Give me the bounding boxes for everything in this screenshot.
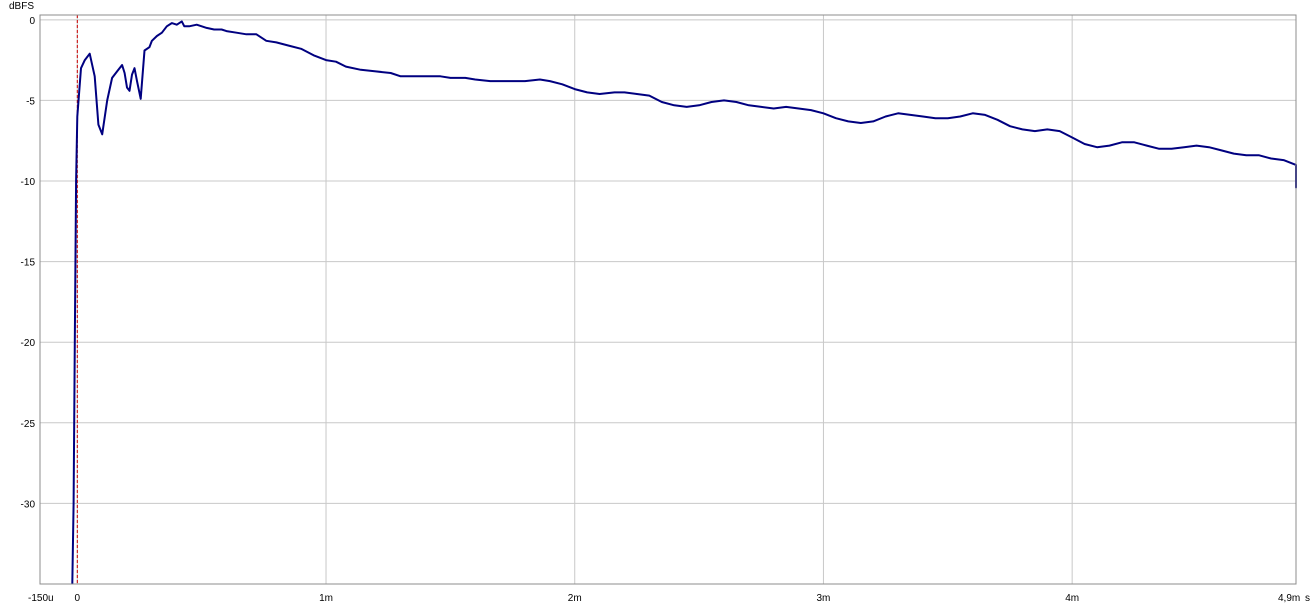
- y-tick-label: -15: [21, 258, 36, 269]
- plot-area-border: [39, 14, 1297, 585]
- x-tick-label: 4,9m: [1278, 593, 1300, 604]
- y-axis-label: dBFS: [9, 1, 34, 12]
- y-tick-label: -25: [21, 419, 36, 430]
- x-axis-ticks: -150u 0 1m 2m 3m 4m 4,9m: [28, 593, 1300, 604]
- x-tick-label: -150u: [28, 593, 54, 604]
- x-tick-label: 4m: [1065, 593, 1079, 604]
- series-layer: [71, 20, 1297, 585]
- y-tick-label: -10: [21, 177, 36, 188]
- y-axis-ticks: 0 -5 -10 -15 -20 -25 -30: [21, 16, 36, 511]
- y-tick-label: 0: [29, 16, 35, 27]
- y-tick-label: -30: [21, 499, 36, 510]
- x-tick-label: 0: [75, 593, 81, 604]
- y-tick-label: -5: [26, 96, 35, 107]
- y-tick-label: -20: [21, 338, 36, 349]
- series-line-0: [71, 20, 1297, 585]
- x-tick-label: 1m: [319, 593, 333, 604]
- x-axis-unit-label: s: [1305, 593, 1310, 604]
- plot-area-background: [40, 15, 1296, 584]
- grid-lines: [40, 15, 1296, 584]
- x-tick-label: 2m: [568, 593, 582, 604]
- x-tick-label: 3m: [816, 593, 830, 604]
